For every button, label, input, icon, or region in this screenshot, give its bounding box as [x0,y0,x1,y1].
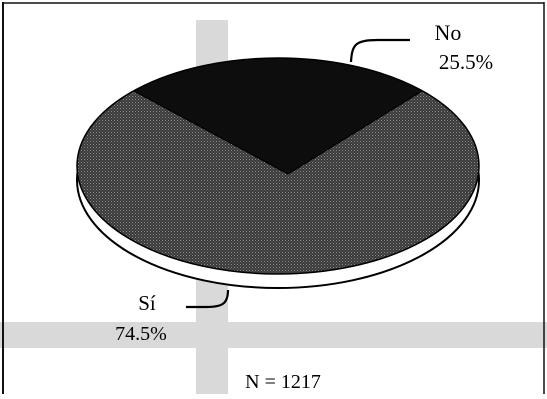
slice-label-no: No [435,20,462,45]
pie-top-outline [76,57,480,275]
slice-value-no: 25.5% [439,50,493,74]
slice-label-si: Sí [138,291,156,315]
watermark-horizontal-bar [0,322,547,348]
leader-line-si [186,289,230,309]
leader-line-no [349,38,410,63]
sample-size-annotation: N = 1217 [245,371,321,393]
slice-value-si: 74.5% [115,323,167,345]
pie-top-face [77,58,479,274]
